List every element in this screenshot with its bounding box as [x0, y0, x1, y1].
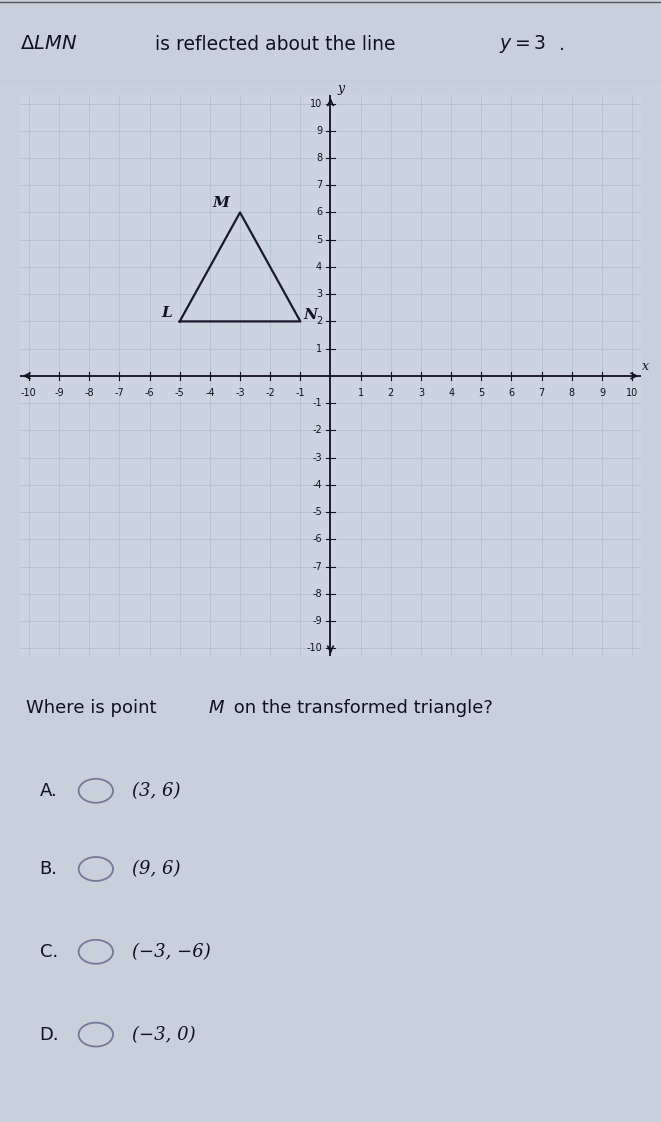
Text: Where is point: Where is point: [26, 699, 163, 717]
Text: -1: -1: [295, 388, 305, 398]
Text: $y = 3$: $y = 3$: [499, 34, 546, 55]
Text: N: N: [303, 307, 317, 322]
Text: -2: -2: [312, 425, 322, 435]
Text: 5: 5: [316, 234, 322, 245]
Text: 1: 1: [358, 388, 364, 398]
Text: on the transformed triangle?: on the transformed triangle?: [228, 699, 493, 717]
Text: (−3, −6): (−3, −6): [132, 942, 211, 960]
Text: 5: 5: [478, 388, 485, 398]
Text: -3: -3: [235, 388, 245, 398]
Text: -8: -8: [85, 388, 94, 398]
Text: -8: -8: [313, 589, 322, 599]
Text: 8: 8: [316, 153, 322, 163]
Text: y: y: [338, 82, 344, 95]
Text: -2: -2: [265, 388, 275, 398]
Text: 3: 3: [418, 388, 424, 398]
Text: -7: -7: [312, 561, 322, 571]
Text: -7: -7: [114, 388, 124, 398]
Text: 4: 4: [316, 261, 322, 272]
Text: -10: -10: [21, 388, 37, 398]
Text: 10: 10: [626, 388, 639, 398]
Text: -4: -4: [205, 388, 215, 398]
Text: 7: 7: [539, 388, 545, 398]
Text: (9, 6): (9, 6): [132, 859, 180, 879]
Text: 8: 8: [568, 388, 575, 398]
Text: 3: 3: [316, 289, 322, 300]
Text: 6: 6: [508, 388, 514, 398]
Text: -10: -10: [306, 643, 322, 653]
Text: (3, 6): (3, 6): [132, 782, 180, 800]
Text: .: .: [559, 35, 564, 54]
Text: is reflected about the line: is reflected about the line: [155, 35, 402, 54]
Text: 9: 9: [316, 126, 322, 136]
Text: 7: 7: [316, 181, 322, 191]
Text: 6: 6: [316, 208, 322, 218]
Text: $\it{M}$: $\it{M}$: [208, 699, 225, 717]
Text: $\bf{\it{\Delta LMN}}$: $\bf{\it{\Delta LMN}}$: [20, 36, 77, 54]
Text: D.: D.: [40, 1026, 59, 1043]
Text: A.: A.: [40, 782, 58, 800]
Text: -9: -9: [54, 388, 64, 398]
Text: -3: -3: [313, 452, 322, 462]
Text: -6: -6: [313, 534, 322, 544]
Text: C.: C.: [40, 942, 58, 960]
Text: -5: -5: [312, 507, 322, 517]
Text: x: x: [642, 360, 649, 373]
Text: -4: -4: [313, 480, 322, 490]
Text: 4: 4: [448, 388, 454, 398]
Text: M: M: [213, 196, 230, 210]
Text: 10: 10: [310, 99, 322, 109]
Text: -9: -9: [313, 616, 322, 626]
Text: 2: 2: [316, 316, 322, 327]
Text: -6: -6: [145, 388, 154, 398]
Text: B.: B.: [40, 859, 58, 879]
Text: 2: 2: [388, 388, 394, 398]
Text: 1: 1: [316, 343, 322, 353]
Text: -1: -1: [313, 398, 322, 408]
Text: -5: -5: [175, 388, 184, 398]
Text: (−3, 0): (−3, 0): [132, 1026, 196, 1043]
Text: 9: 9: [599, 388, 605, 398]
Text: L: L: [161, 306, 173, 320]
